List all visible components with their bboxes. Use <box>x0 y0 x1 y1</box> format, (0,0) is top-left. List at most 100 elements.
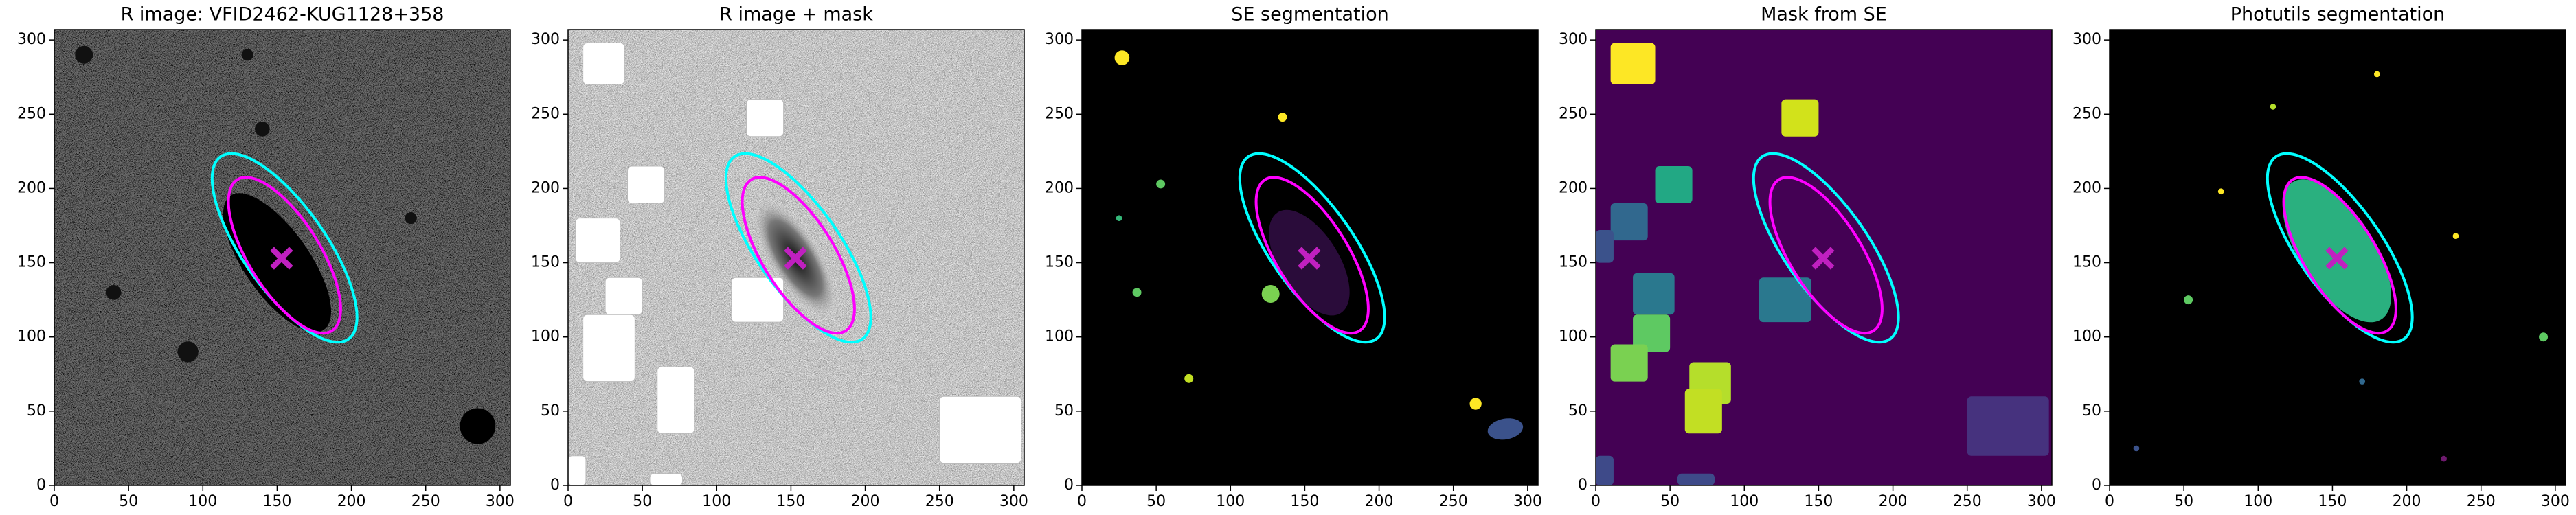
x-tick-label: 250 <box>411 493 440 510</box>
chart-title: Photutils segmentation <box>2230 4 2445 25</box>
x-tick-label: 150 <box>1804 493 1833 510</box>
y-tick-label: 50 <box>2082 402 2101 420</box>
x-tick-label: 200 <box>2393 493 2421 510</box>
source <box>2133 445 2140 452</box>
x-tick-label: 0 <box>49 493 59 510</box>
x-tick-label: 300 <box>2541 493 2570 510</box>
mask-region <box>1781 99 1819 137</box>
mask-region <box>1633 314 1671 352</box>
source <box>2282 179 2392 323</box>
y-tick-label: 50 <box>541 402 560 420</box>
y-tick-label: 50 <box>1054 402 1074 420</box>
mask-region <box>605 277 643 315</box>
image <box>2110 30 2566 485</box>
source <box>1261 285 1280 303</box>
y-tick-label: 300 <box>1045 31 1074 48</box>
mask-region <box>583 314 635 382</box>
y-tick-label: 0 <box>1578 477 1588 494</box>
x-tick-label: 300 <box>2027 493 2056 510</box>
source <box>2441 455 2447 462</box>
x-tick-label: 150 <box>776 493 805 510</box>
source <box>460 408 496 444</box>
x-tick-label: 250 <box>1953 493 1982 510</box>
panel: 0 50 100 150 200 250 300 0 50 100 150 200 250 300 Mask… <box>1559 4 2056 511</box>
y-tick-label: 100 <box>1045 328 1074 345</box>
axes-frame <box>1081 29 1539 486</box>
source <box>2270 104 2276 110</box>
y-tick-label: 100 <box>17 328 46 345</box>
source <box>2539 332 2549 342</box>
source <box>2217 188 2224 195</box>
y-tick-label: 250 <box>17 105 46 122</box>
source <box>1487 418 1524 440</box>
y-tick-label: 200 <box>1559 179 1588 196</box>
y-tick-label: 0 <box>550 477 560 494</box>
panel: 0 50 100 150 200 250 300 0 50 100 150 200 250 300 SE s… <box>1045 4 1542 511</box>
mask-region <box>731 277 784 323</box>
y-tick-label: 300 <box>531 31 560 48</box>
mask-region <box>1677 473 1715 485</box>
center-marker <box>1811 247 1835 270</box>
y-tick-label: 250 <box>2072 105 2101 122</box>
y-tick-label: 150 <box>1559 254 1588 271</box>
x-tick-label: 0 <box>563 493 573 510</box>
mask-region <box>627 165 666 204</box>
aperture-ellipse <box>741 176 856 335</box>
x-tick-label: 200 <box>337 493 366 510</box>
x-tick-label: 150 <box>262 493 291 510</box>
aperture-ellipse <box>2266 152 2414 344</box>
y-tick-label: 0 <box>1064 477 1074 494</box>
mask-region <box>575 218 621 264</box>
mask-region <box>1596 455 1614 485</box>
y-tick-label: 250 <box>1559 105 1588 122</box>
mask-region <box>1610 43 1656 85</box>
x-tick-label: 100 <box>188 493 217 510</box>
center-marker <box>1298 247 1321 270</box>
x-tick-label: 50 <box>1146 493 1166 510</box>
image <box>1596 30 2052 485</box>
aperture-ellipse <box>2282 176 2397 335</box>
image <box>568 30 1024 485</box>
x-tick-label: 50 <box>2174 493 2193 510</box>
mask-region <box>657 366 695 434</box>
x-tick-label: 100 <box>1730 493 1759 510</box>
y-tick-label: 100 <box>1559 328 1588 345</box>
mask-region <box>1684 389 1722 434</box>
aperture-ellipse <box>1768 176 1884 335</box>
x-tick-label: 150 <box>1290 493 1319 510</box>
source <box>2184 295 2193 305</box>
source <box>177 341 199 363</box>
source <box>1469 398 1482 410</box>
x-tick-label: 0 <box>1591 493 1601 510</box>
aperture-ellipse <box>227 176 342 335</box>
source <box>1116 215 1122 222</box>
x-tick-label: 50 <box>1660 493 1680 510</box>
source <box>2373 71 2380 78</box>
source <box>106 285 122 300</box>
chart-title: Mask from SE <box>1761 4 1887 25</box>
center-marker <box>270 247 293 270</box>
x-tick-label: 300 <box>486 493 515 510</box>
y-tick-label: 250 <box>531 105 560 122</box>
panel: 0 50 100 150 200 250 300 0 50 100 150 200 250 300 Phot… <box>2072 4 2570 511</box>
x-tick-label: 100 <box>1216 493 1245 510</box>
mask-region <box>583 42 625 85</box>
source <box>1278 113 1287 122</box>
mask-region <box>1655 165 1693 204</box>
x-tick-label: 300 <box>999 493 1028 510</box>
aperture-ellipse <box>1752 152 1900 344</box>
y-tick-label: 50 <box>1568 402 1588 420</box>
y-tick-label: 150 <box>2072 254 2101 271</box>
x-tick-label: 250 <box>2467 493 2496 510</box>
mask-region <box>1967 396 2049 456</box>
x-tick-label: 0 <box>2105 493 2114 510</box>
x-tick-label: 250 <box>925 493 954 510</box>
image <box>54 30 510 485</box>
image <box>1082 30 1538 485</box>
mask-region <box>1610 344 1648 382</box>
source <box>405 212 417 225</box>
y-tick-label: 150 <box>17 254 46 271</box>
x-tick-label: 100 <box>702 493 731 510</box>
y-tick-label: 300 <box>2072 31 2101 48</box>
